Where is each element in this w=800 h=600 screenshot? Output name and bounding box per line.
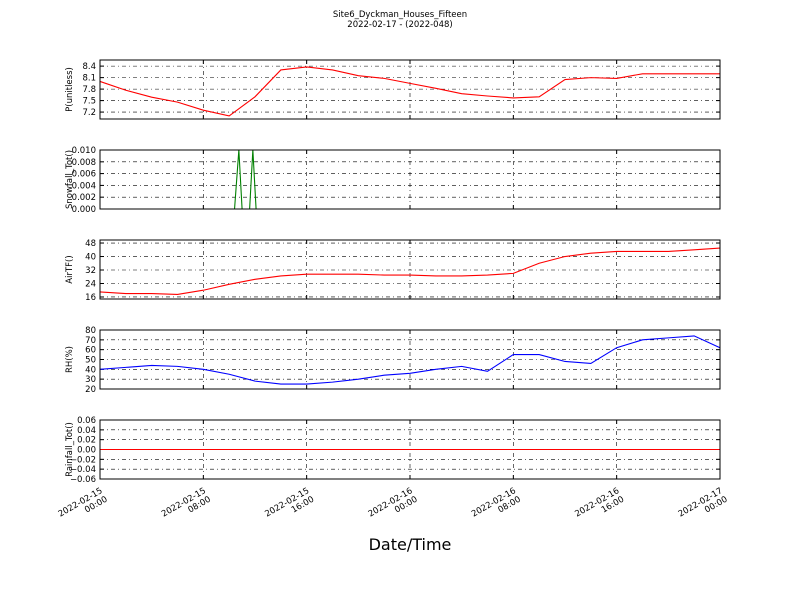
subtitle: 2022-02-17 - (2022-048) xyxy=(347,20,452,30)
y-axis-label: Rainfall_Tot() xyxy=(65,422,75,477)
y-tick-label: 0.00 xyxy=(77,446,96,456)
title: Site6_Dyckman_Houses_Fifteen xyxy=(333,10,467,20)
x-tick-label: 2022-02-1500:00 xyxy=(57,486,110,528)
y-tick-label: 16 xyxy=(85,293,96,303)
y-tick-label: 80 xyxy=(85,326,96,336)
plot-frame xyxy=(99,149,721,210)
y-tick-label: 40 xyxy=(85,365,96,375)
plot-frame xyxy=(99,59,721,120)
y-tick-label: 0.010 xyxy=(72,146,96,156)
y-axis-label: Snowfall_Tot() xyxy=(65,150,75,209)
y-tick-label: 60 xyxy=(85,346,96,356)
y-tick-label: −0.04 xyxy=(70,465,96,475)
y-tick-label: −0.06 xyxy=(70,475,96,485)
y-axis-label: P(unitless) xyxy=(65,67,75,112)
y-tick-label: 0.002 xyxy=(72,193,96,203)
y-tick-label: 30 xyxy=(85,375,96,385)
y-tick-label: 0.000 xyxy=(72,205,96,215)
y-tick-label: 0.008 xyxy=(72,158,96,168)
plot-frame xyxy=(99,239,721,300)
x-tick-label: 2022-02-1700:00 xyxy=(677,486,730,528)
y-tick-label: 70 xyxy=(85,336,96,346)
x-tick-label: 2022-02-1600:00 xyxy=(367,486,420,528)
y-tick-label: −0.02 xyxy=(70,455,96,465)
y-tick-label: 7.2 xyxy=(82,108,96,118)
y-tick-label: 7.5 xyxy=(82,97,96,107)
y-tick-label: 40 xyxy=(85,253,96,263)
y-tick-label: 0.02 xyxy=(77,436,96,446)
y-tick-label: 24 xyxy=(85,279,96,289)
y-tick-label: 32 xyxy=(85,266,96,276)
x-tick-label: 2022-02-1508:00 xyxy=(160,486,213,528)
y-tick-label: 48 xyxy=(85,239,96,249)
plot-frame xyxy=(99,419,721,480)
y-tick-label: 8.4 xyxy=(82,62,96,72)
y-tick-label: 7.8 xyxy=(82,85,96,95)
plot-frame xyxy=(99,329,721,390)
y-tick-label: 0.06 xyxy=(77,416,96,426)
y-tick-label: 0.006 xyxy=(72,170,96,180)
y-tick-label: 0.04 xyxy=(77,426,96,436)
x-tick-label: 2022-02-1616:00 xyxy=(573,486,626,528)
data-line xyxy=(99,247,721,296)
y-axis-label: RH(%) xyxy=(65,346,75,373)
data-line xyxy=(99,335,721,385)
y-tick-label: 0.004 xyxy=(72,181,96,191)
y-tick-label: 8.1 xyxy=(82,74,96,84)
y-axis-label: AirTF() xyxy=(65,255,75,283)
y-tick-label: 20 xyxy=(85,385,96,395)
x-axis-label: Date/Time xyxy=(369,535,452,554)
y-tick-label: 50 xyxy=(85,356,96,366)
x-tick-label: 2022-02-1516:00 xyxy=(263,486,316,528)
x-tick-label: 2022-02-1608:00 xyxy=(470,486,523,528)
data-line xyxy=(99,66,720,117)
